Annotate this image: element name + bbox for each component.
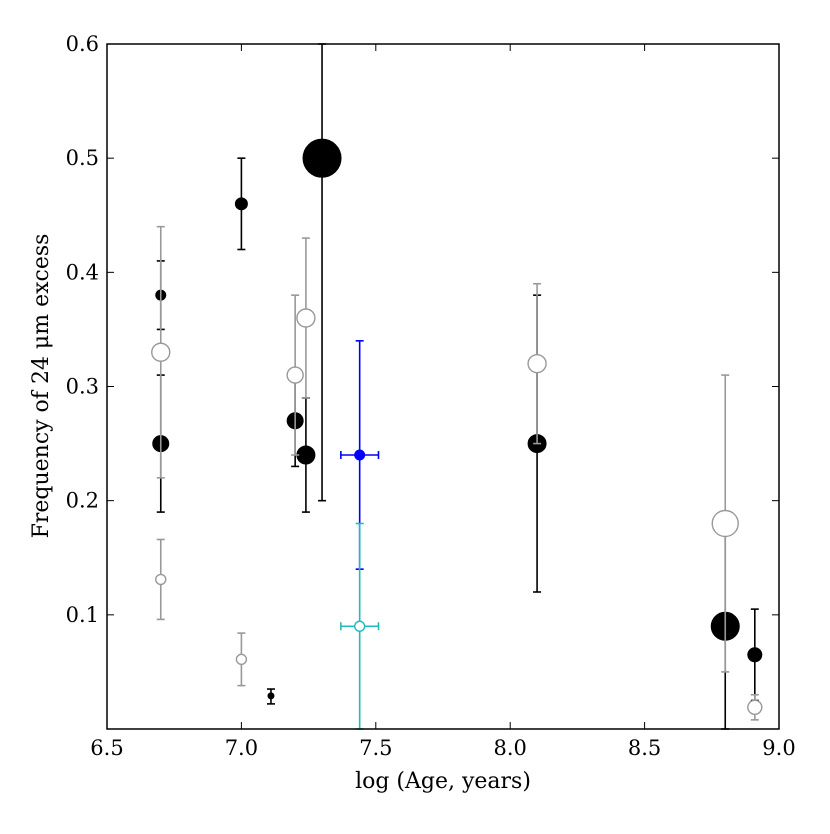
open-data-point (155, 573, 167, 586)
x-tick-label: 6.5 (90, 736, 123, 760)
open-data-point (527, 353, 547, 374)
data-point-group (234, 157, 248, 251)
data-point-group (711, 374, 739, 673)
x-tick-label: 9.0 (762, 736, 795, 760)
open-data-point (286, 366, 304, 384)
data-point-group (286, 294, 304, 456)
data-point-group (235, 632, 248, 687)
filled-data-point (302, 138, 342, 178)
x-tick-label: 7.5 (359, 736, 392, 760)
data-marks (151, 43, 763, 730)
data-point-group (302, 43, 342, 502)
data-point-group (340, 522, 380, 730)
open-data-point (747, 699, 763, 716)
data-point-group (527, 282, 547, 445)
filled-data-point (296, 445, 316, 465)
data-point-group (296, 237, 316, 399)
open-data-point (353, 620, 366, 632)
data-point-group (747, 693, 763, 721)
filled-data-point (747, 647, 763, 663)
filled-data-point (234, 197, 248, 211)
y-tick-label: 0.4 (66, 260, 99, 284)
y-tick-label: 0.6 (66, 32, 99, 56)
open-data-point (235, 653, 248, 666)
y-axis-label: Frequency of 24 μm excess (29, 234, 54, 539)
open-data-point (151, 342, 171, 362)
data-point-group (747, 608, 763, 702)
filled-data-point (354, 449, 366, 461)
x-tick-label: 7.0 (225, 736, 258, 760)
data-point-group (151, 225, 171, 479)
x-tick-label: 8.5 (628, 736, 661, 760)
y-tick-label: 0.5 (66, 146, 99, 170)
data-point-group (266, 688, 275, 705)
filled-data-point (267, 692, 275, 700)
y-tick-label: 0.1 (66, 603, 99, 627)
x-tick-label: 8.0 (493, 736, 526, 760)
open-data-point (711, 509, 739, 538)
axis-ticks (106, 43, 780, 729)
x-axis-label: log (Age, years) (355, 769, 531, 794)
plot-frame (106, 43, 780, 730)
y-tick-label: 0.3 (66, 375, 99, 399)
tick-labels: 6.5 7.0 7.5 8.0 8.5 9.0 0.1 0.2 0.3 0.4 0.5 0.6 (66, 32, 796, 760)
open-data-point (296, 308, 316, 328)
data-point-group (155, 538, 167, 621)
y-tick-label: 0.2 (66, 489, 99, 513)
